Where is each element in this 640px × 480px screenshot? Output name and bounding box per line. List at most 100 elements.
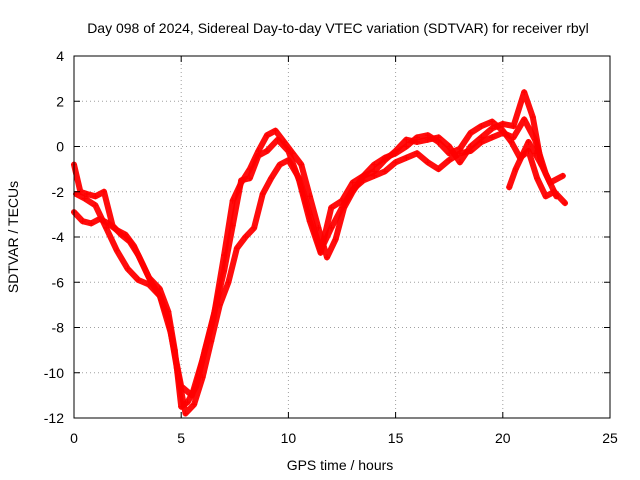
data-point-marker xyxy=(424,132,431,139)
data-point-marker xyxy=(191,401,198,408)
data-point-marker xyxy=(272,127,279,134)
data-point-marker xyxy=(371,161,378,168)
data-point-marker xyxy=(156,292,163,299)
data-point-marker xyxy=(238,179,245,186)
data-point-marker xyxy=(199,356,206,363)
series-line xyxy=(506,139,545,191)
data-point-marker xyxy=(135,277,142,283)
data-point-marker xyxy=(521,116,528,123)
data-point-marker xyxy=(371,172,378,179)
data-point-marker xyxy=(414,150,420,157)
data-point-marker xyxy=(489,134,496,141)
data-point-marker xyxy=(328,204,335,211)
data-point-marker xyxy=(512,166,519,173)
axis-ticks: 0 5 10 15 20 25 -12 -10 -8 -6 -4 -2 0 2 4 xyxy=(44,48,618,446)
data-point-marker xyxy=(478,139,485,145)
grid xyxy=(74,56,610,418)
data-point-marker xyxy=(414,134,420,141)
data-point-marker xyxy=(519,152,526,159)
data-point-marker xyxy=(264,132,270,139)
data-point-marker xyxy=(255,148,262,154)
data-point-marker xyxy=(113,227,120,234)
data-point-marker xyxy=(101,188,107,195)
data-point-marker xyxy=(92,193,99,200)
data-point-marker xyxy=(113,247,120,254)
data-point-marker xyxy=(199,374,206,381)
data-point-marker xyxy=(324,254,330,261)
y-tick-label: 0 xyxy=(56,139,64,155)
data-point-marker xyxy=(146,281,152,288)
data-point-marker xyxy=(210,315,217,322)
data-point-marker xyxy=(139,261,146,268)
data-point-marker xyxy=(403,136,410,143)
data-point-marker xyxy=(131,243,137,250)
y-tick-label: -6 xyxy=(52,274,65,290)
y-tick-label: 2 xyxy=(56,93,64,109)
y-tick-label: -4 xyxy=(52,229,65,245)
x-tick-label: 20 xyxy=(495,430,511,446)
data-point-marker xyxy=(246,175,253,182)
data-point-marker xyxy=(233,245,240,252)
y-tick-label: -10 xyxy=(44,365,64,381)
data-point-marker xyxy=(510,123,517,130)
x-tick-label: 0 xyxy=(70,430,78,446)
data-point-marker xyxy=(81,195,88,202)
data-point-marker xyxy=(188,392,195,399)
x-tick-label: 25 xyxy=(602,430,618,446)
y-tick-label: -12 xyxy=(44,410,64,426)
data-point-marker xyxy=(478,123,485,130)
y-tick-label: 4 xyxy=(56,48,64,64)
series-group xyxy=(71,89,568,417)
x-tick-label: 5 xyxy=(177,430,185,446)
data-point-marker xyxy=(403,154,410,161)
data-point-marker xyxy=(456,145,463,152)
data-point-marker xyxy=(281,139,288,145)
data-point-marker xyxy=(268,175,275,182)
data-point-marker xyxy=(381,168,388,175)
data-point-marker xyxy=(124,265,131,272)
data-point-marker xyxy=(403,143,410,150)
data-point-marker xyxy=(178,383,185,390)
data-point-marker xyxy=(489,118,496,125)
data-point-marker xyxy=(499,127,506,134)
data-point-marker xyxy=(467,148,474,154)
data-point-marker xyxy=(88,220,95,227)
x-tick-label: 10 xyxy=(281,430,297,446)
x-axis-label: GPS time / hours xyxy=(287,457,394,473)
chart-title: Day 098 of 2024, Sidereal Day-to-day VTE… xyxy=(87,20,589,36)
data-point-marker xyxy=(103,224,110,231)
y-tick-label: -2 xyxy=(52,184,65,200)
data-point-marker xyxy=(285,157,292,164)
data-point-marker xyxy=(446,157,453,164)
data-point-marker xyxy=(122,231,129,238)
data-point-marker xyxy=(392,159,399,166)
data-point-marker xyxy=(289,150,296,157)
data-point-marker xyxy=(259,191,266,197)
data-point-marker xyxy=(551,188,558,195)
data-point-marker xyxy=(489,125,496,132)
data-point-marker xyxy=(525,139,532,145)
data-point-marker xyxy=(467,129,474,136)
data-point-marker xyxy=(506,184,513,191)
data-point-marker xyxy=(79,218,86,225)
data-point-marker xyxy=(538,161,545,168)
data-point-marker xyxy=(360,172,367,179)
data-point-marker xyxy=(296,175,303,182)
x-tick-label: 15 xyxy=(388,430,404,446)
data-point-marker xyxy=(435,139,442,145)
data-point-marker xyxy=(242,234,249,240)
data-point-marker xyxy=(276,161,283,168)
data-point-marker xyxy=(349,188,356,195)
data-point-marker xyxy=(559,172,566,179)
data-point-marker xyxy=(446,143,453,150)
data-point-marker xyxy=(264,148,270,154)
data-point-marker xyxy=(229,197,236,204)
data-point-marker xyxy=(83,191,90,197)
data-point-marker xyxy=(182,410,189,417)
data-point-marker xyxy=(381,154,388,161)
data-point-marker xyxy=(542,170,549,177)
data-point-marker xyxy=(529,114,536,121)
data-point-marker xyxy=(328,224,335,231)
data-point-marker xyxy=(562,200,568,207)
data-point-marker xyxy=(542,193,549,200)
